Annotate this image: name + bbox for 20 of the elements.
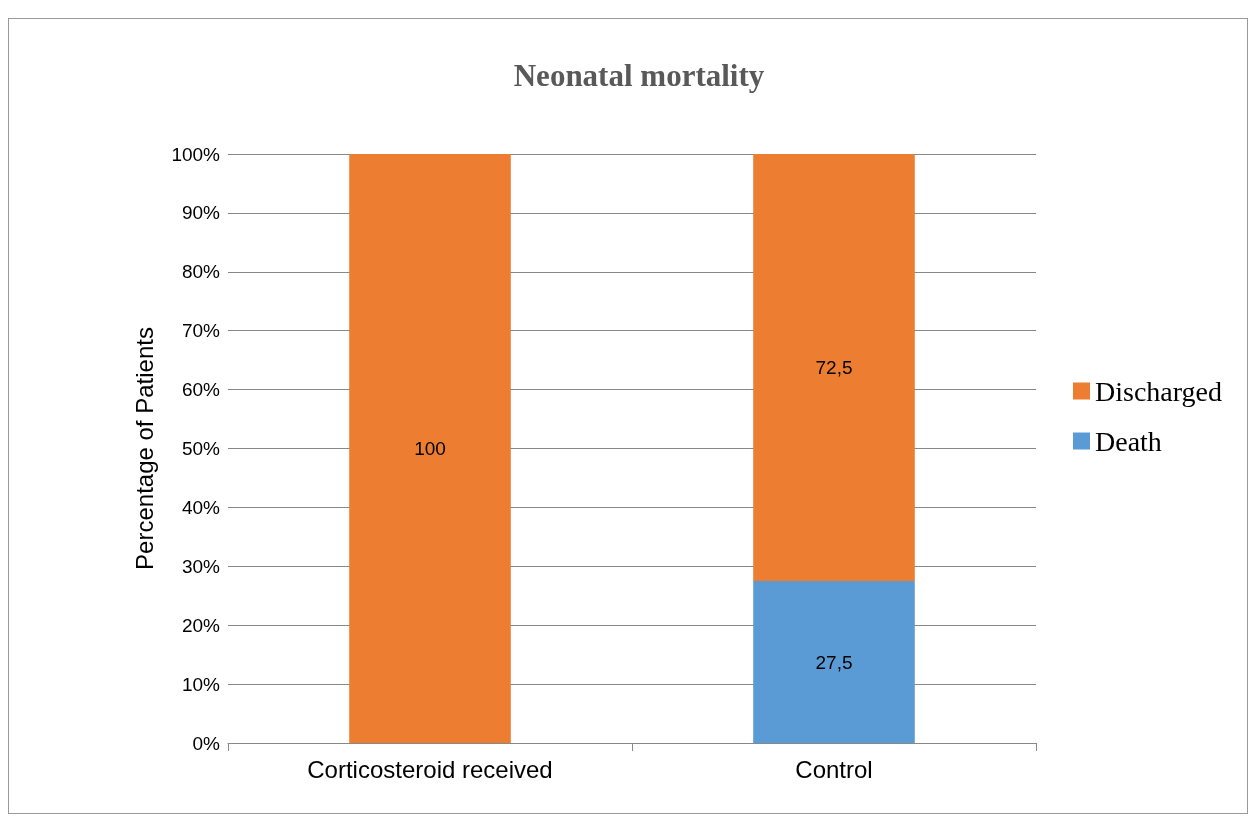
y-tick-label: 70%: [181, 320, 221, 342]
legend-label: Discharged: [1095, 375, 1222, 407]
y-tick-label: 0%: [192, 732, 221, 754]
y-axis-title: Percentage of Patients: [130, 327, 158, 570]
data-label: 27,5: [815, 651, 853, 673]
y-tick-label: 80%: [181, 261, 221, 283]
y-tick-label: 60%: [181, 379, 221, 401]
y-tick-label: 100%: [171, 143, 221, 165]
y-tick-label: 40%: [181, 496, 221, 518]
y-tick-label: 10%: [181, 673, 221, 695]
data-label: 72,5: [815, 357, 853, 379]
x-tick-label: Control: [795, 755, 873, 783]
y-tick-label: 20%: [181, 614, 221, 636]
legend-label: Death: [1095, 425, 1162, 457]
data-label: 100: [414, 438, 446, 459]
chart-title: Neonatal mortality: [513, 58, 765, 93]
x-tick-label: Corticosteroid received: [307, 755, 553, 783]
y-tick-label: 50%: [181, 438, 221, 459]
y-tick-label: 30%: [181, 555, 221, 577]
y-tick-label: 90%: [181, 202, 221, 224]
